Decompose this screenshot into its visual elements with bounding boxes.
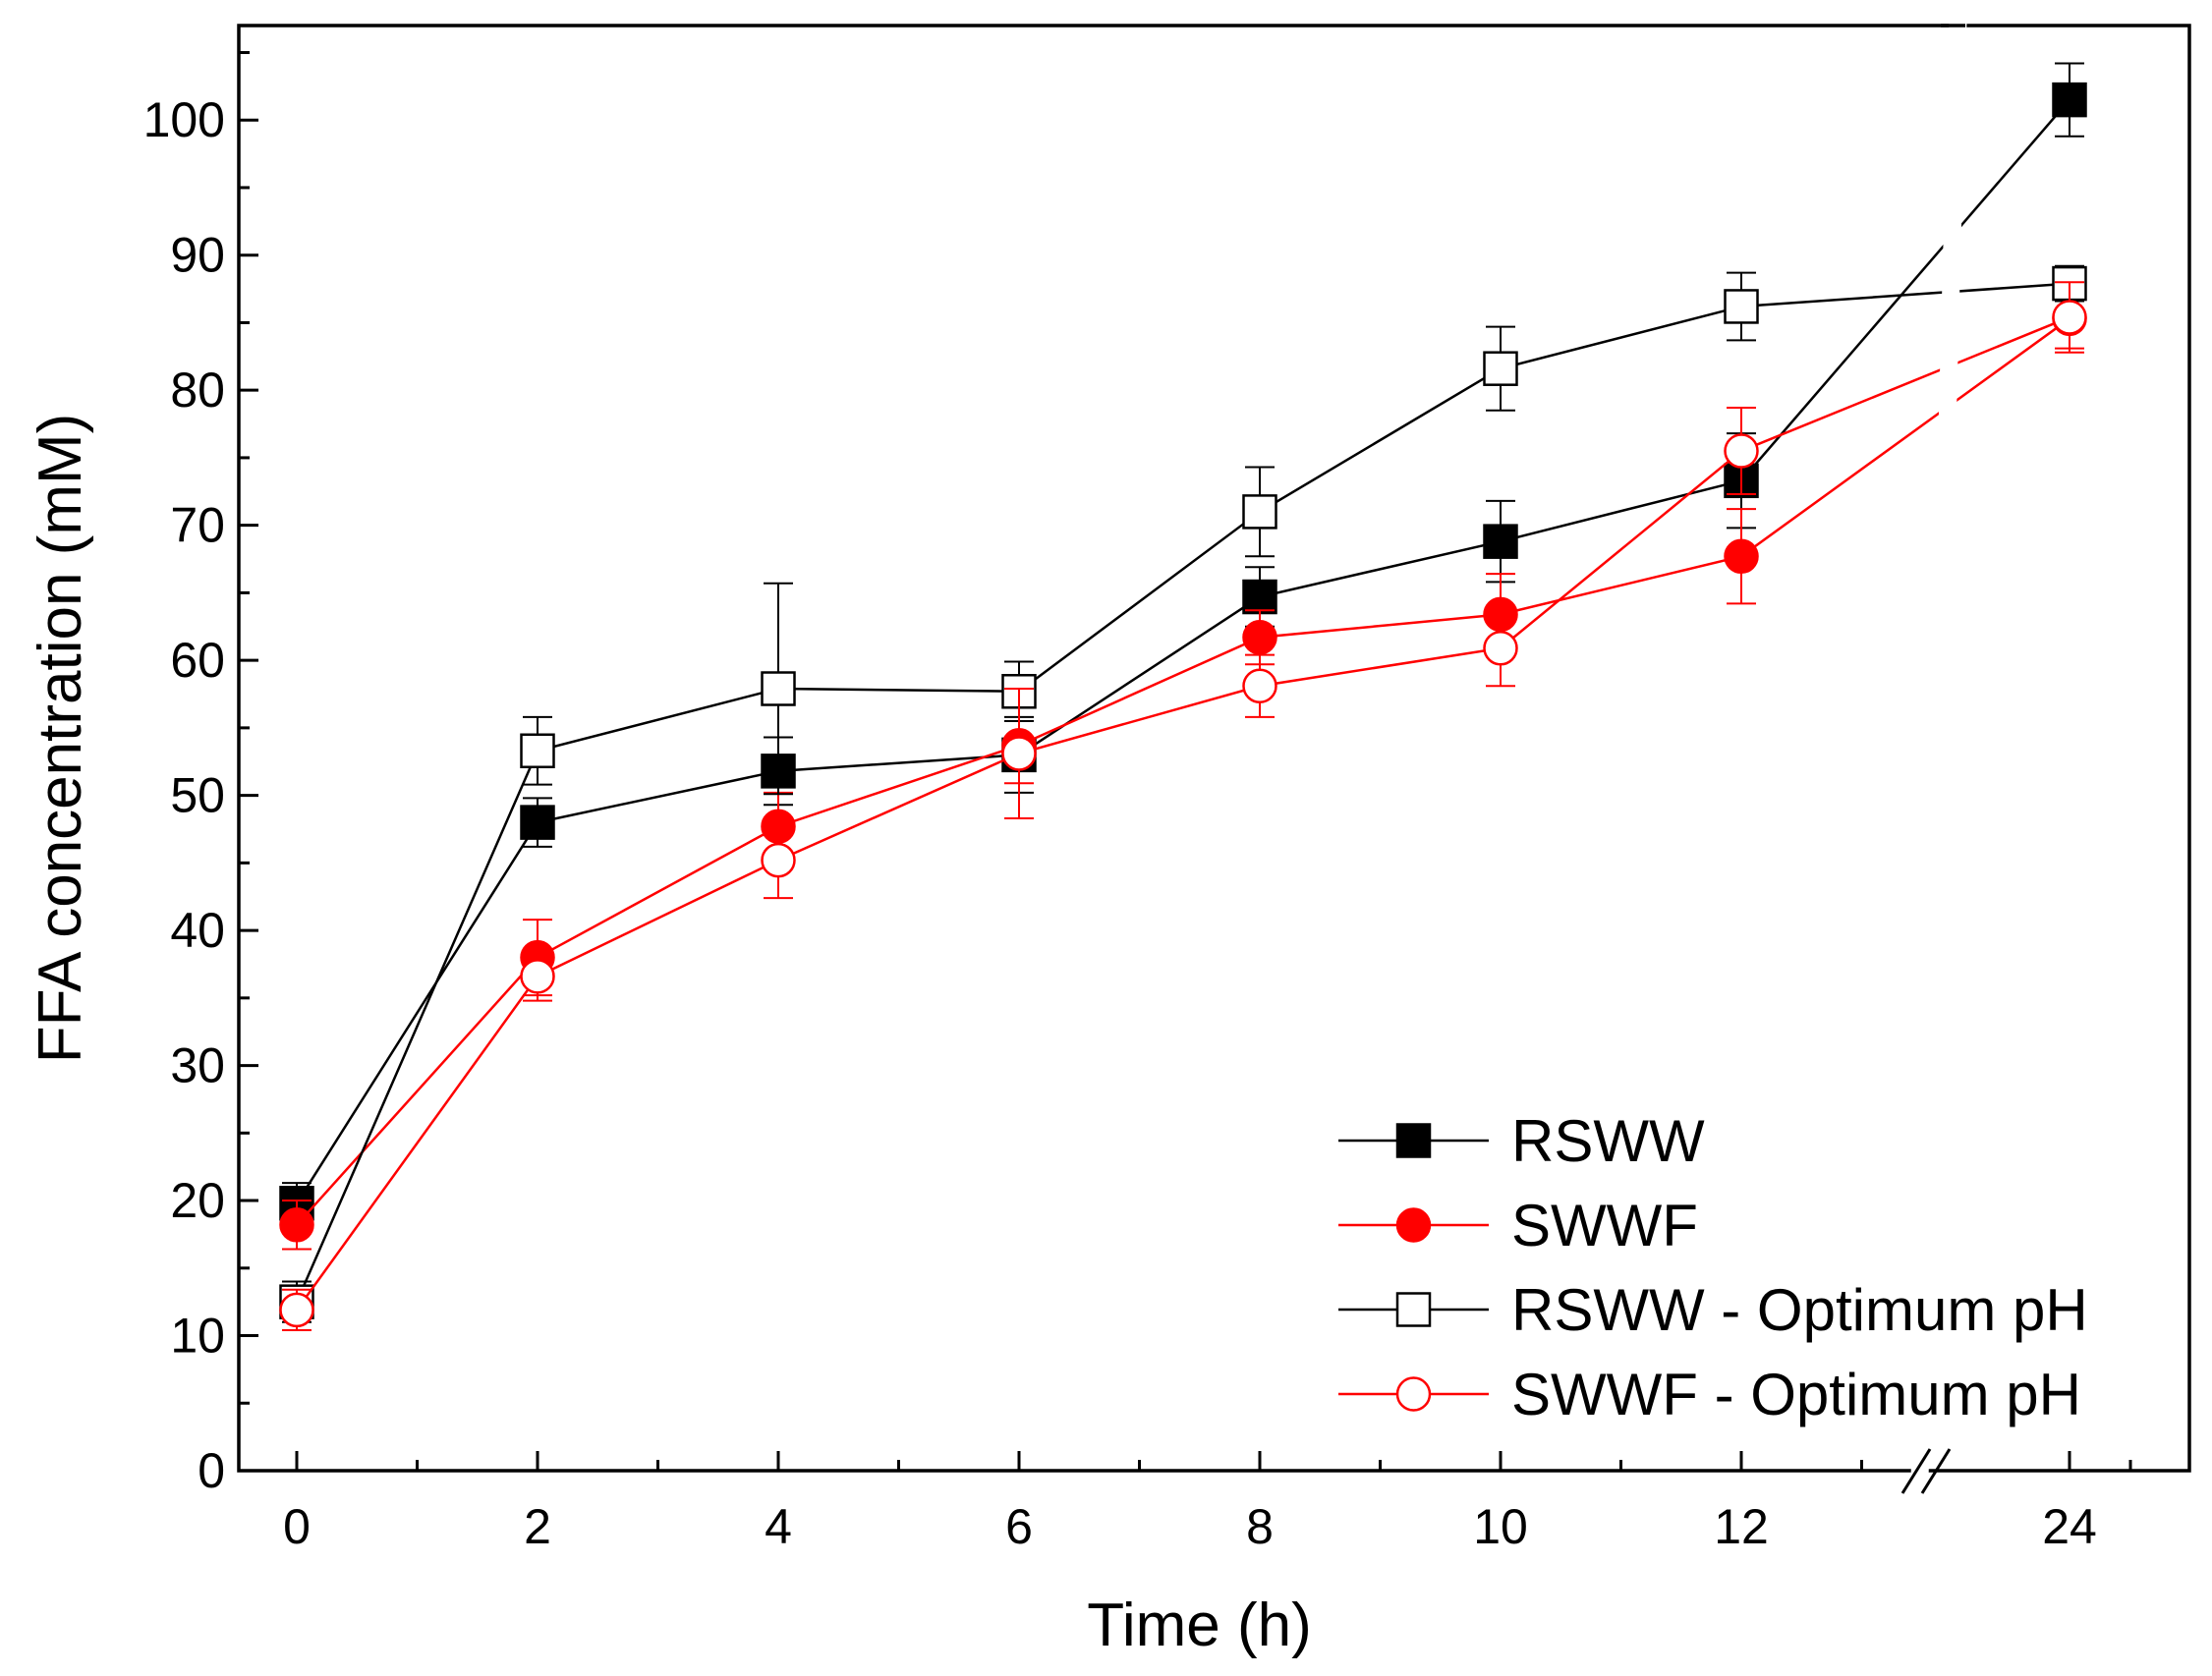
legend-item: RSWW - Optimum pH [1338,1277,2088,1343]
x-tick-label: 2 [524,1499,551,1554]
y-tick-label: 100 [143,92,225,147]
axis-break [1900,0,1967,1498]
data-point [1001,736,1037,771]
x-tick-label: 6 [1005,1499,1033,1554]
y-axis: 0 10 20 30 40 50 60 70 80 90 100 [143,50,258,1498]
data-point [1242,668,1277,704]
y-tick-label: 30 [170,1038,225,1093]
data-point [761,842,796,878]
data-point [1724,433,1759,469]
data-point [2052,300,2087,335]
series-line [296,317,2070,1226]
data-point [1395,1292,1432,1327]
legend-item: SWWF - Optimum pH [1338,1362,2081,1427]
x-tick-label: 8 [1246,1499,1274,1554]
x-tick-label: 4 [765,1499,792,1554]
data-point [1483,351,1518,386]
series-line [295,98,2070,1204]
legend-item: SWWF [1338,1193,1698,1258]
data-point [1483,524,1518,559]
series-swwf-optimum-ph [279,281,2087,1332]
series-layer [279,62,2087,1332]
series-swwf [279,288,2087,1251]
x-tick-label: 12 [1714,1499,1769,1554]
data-point [2052,82,2087,118]
legend-label: RSWW [1511,1108,1705,1174]
data-point [520,959,555,994]
plot-frame [237,24,2191,1473]
data-point [1242,579,1277,615]
y-axis-title: FFA concentration (mM) [27,414,94,1064]
data-point [1395,1207,1432,1243]
data-point [1395,1123,1432,1158]
y-tick-label: 0 [198,1443,225,1498]
series-rsww [279,62,2087,1225]
data-point [1242,620,1277,655]
data-point [520,805,555,840]
series-line [295,315,2070,1312]
y-tick-label: 80 [170,363,225,418]
legend-item: RSWW [1338,1108,1705,1174]
x-tick-label: 0 [283,1499,311,1554]
data-point [279,1292,314,1328]
legend-label: SWWF [1511,1193,1698,1258]
y-tick-label: 60 [170,633,225,688]
x-axis-title: Time (h) [1087,1592,1311,1659]
legend: RSWW SWWF RSWW - Optimum pH SWWF - Optimum … [1338,1108,2088,1427]
break-gap [1910,0,1967,1498]
y-tick-label: 50 [170,768,225,823]
x-axis: 0 2 4 6 8 10 12 24 [283,1451,2132,1554]
x-tick-label: 10 [1473,1499,1528,1554]
data-point [1724,289,1759,324]
y-tick-label: 40 [170,903,225,958]
break-slash [1920,1448,1952,1494]
y-tick-label: 10 [170,1309,225,1364]
y-tick-label: 70 [170,498,225,553]
y-tick-label: 20 [170,1173,225,1228]
series-rsww-optimum-ph [279,264,2087,1323]
y-tick-label: 90 [170,228,225,283]
data-point [1724,538,1759,575]
data-point [761,671,796,706]
data-point [1242,494,1277,530]
series-line [295,282,2070,1303]
legend-label: RSWW - Optimum pH [1511,1277,2088,1343]
legend-label: SWWF - Optimum pH [1511,1362,2081,1427]
data-point [520,733,555,768]
data-point [1483,631,1518,666]
data-point [1395,1376,1432,1412]
break-slash [1900,1448,1932,1494]
x-tick-label: 24 [2042,1499,2097,1554]
data-point [279,1207,314,1243]
